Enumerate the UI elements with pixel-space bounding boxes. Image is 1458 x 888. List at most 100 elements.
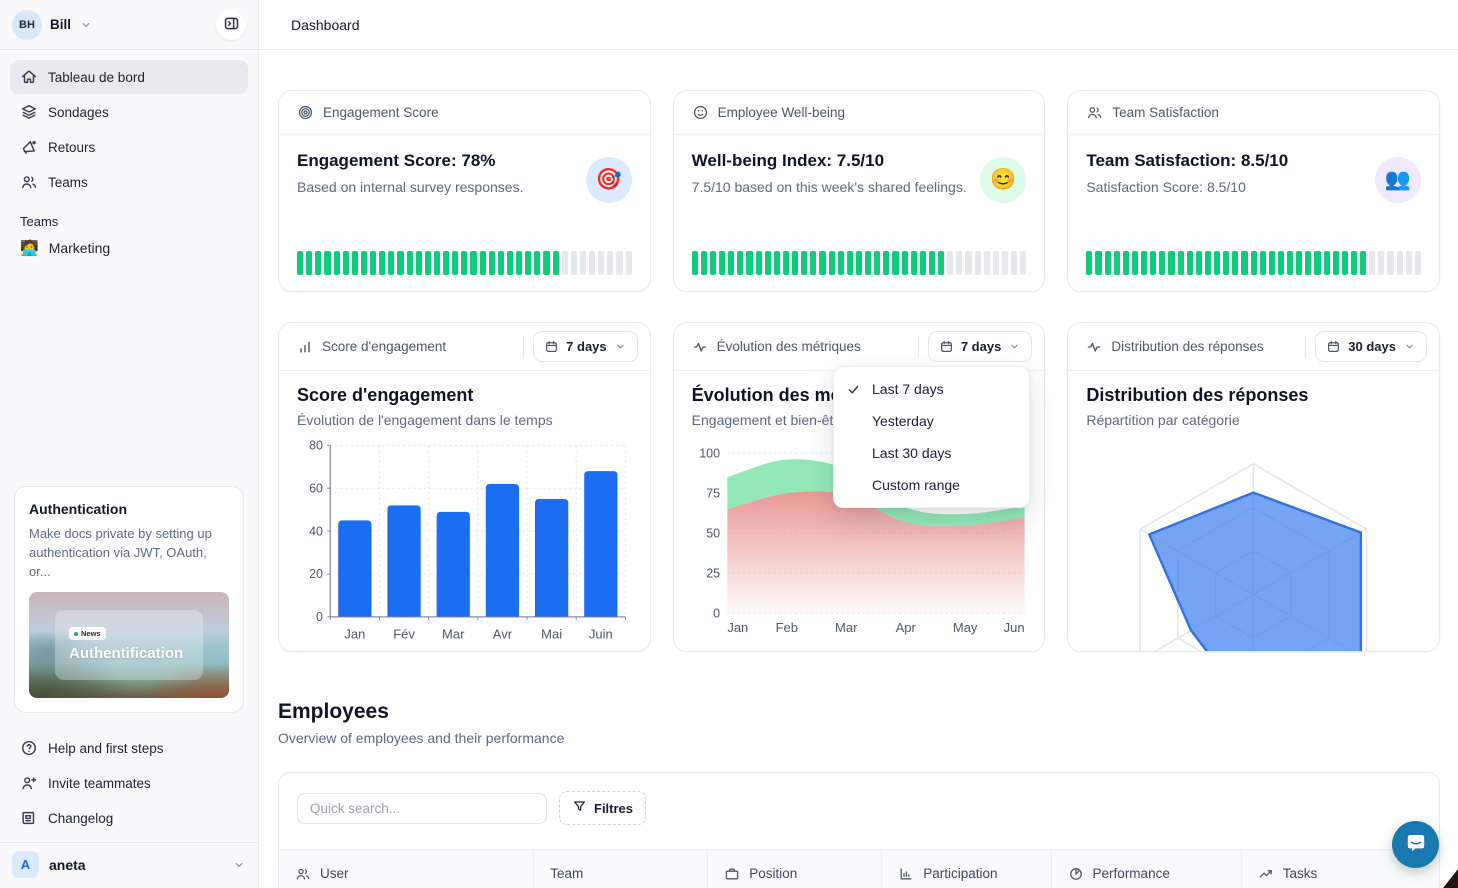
- date-range-button[interactable]: 30 days: [1315, 331, 1427, 362]
- users-icon: [20, 173, 38, 191]
- column-label: Tasks: [1282, 866, 1318, 881]
- sidebar-nav: Tableau de bord Sondages Retours Teams: [0, 50, 258, 200]
- filters-label: Filtres: [594, 800, 634, 816]
- svg-text:20: 20: [309, 567, 323, 581]
- menu-item-label: Yesterday: [872, 413, 934, 429]
- account-avatar: A: [12, 851, 39, 878]
- search-input[interactable]: [297, 792, 547, 824]
- content: Engagement Score Engagement Score: 78% B…: [259, 50, 1458, 888]
- svg-text:0: 0: [713, 606, 720, 620]
- column-header-team[interactable]: Team: [534, 850, 709, 888]
- card-header-label: Score d'engagement: [322, 339, 447, 354]
- card-team-satisfaction: Team Satisfaction Team Satisfaction: 8.5…: [1067, 90, 1440, 292]
- chat-widget-button[interactable]: [1392, 821, 1439, 868]
- sidebar-item-feedback[interactable]: Retours: [10, 130, 248, 164]
- users-icon: [295, 866, 311, 882]
- svg-text:0: 0: [316, 610, 323, 624]
- sidebar-item-invite[interactable]: Invite teammates: [10, 766, 248, 800]
- sidebar-item-changelog[interactable]: Changelog: [10, 801, 248, 835]
- employees-toolbar: Filtres: [279, 773, 1439, 849]
- workspace-switcher[interactable]: BH Bill: [0, 0, 258, 50]
- card-body: Team Satisfaction: 8.5/10 Satisfaction S…: [1068, 135, 1439, 251]
- chevron-down-icon: [1403, 340, 1416, 353]
- sidebar-item-teams[interactable]: Teams: [10, 165, 248, 199]
- card-header: Évolution des métriques 7 days: [673, 323, 1045, 371]
- svg-text:Mar: Mar: [835, 620, 858, 635]
- card-header-label: Employee Well-being: [717, 105, 845, 120]
- progress-bar: [691, 251, 1027, 275]
- metric-value: Well-being Index: 7.5/10: [691, 151, 885, 170]
- sidebar-team-marketing[interactable]: 🧑‍💻 Marketing: [0, 231, 258, 265]
- employees-card: Filtres User Team: [278, 772, 1440, 888]
- workspace-name: Bill: [50, 17, 72, 32]
- chevron-down-icon: [1008, 340, 1021, 353]
- card-body: Distribution des réponses Répartition pa…: [1068, 371, 1439, 651]
- menu-item-last-30-days[interactable]: Last 30 days: [834, 437, 1029, 469]
- bar-chart-icon: [297, 339, 313, 355]
- news-badge-label: News: [81, 629, 101, 639]
- column-label: Team: [550, 866, 584, 881]
- account-switcher[interactable]: A aneta: [0, 842, 258, 888]
- calendar-icon: [544, 339, 559, 354]
- smile-emoji-badge: 😊: [980, 157, 1027, 203]
- svg-text:Feb: Feb: [775, 620, 797, 635]
- date-range-label: 7 days: [960, 339, 1002, 354]
- radar-chart: [1086, 432, 1421, 651]
- sidebar-item-label: Help and first steps: [48, 740, 164, 756]
- sidebar-collapse-button[interactable]: [216, 9, 246, 40]
- news-badge: News: [69, 627, 106, 641]
- news-card-authentication[interactable]: Authentication Make docs private by sett…: [14, 486, 244, 713]
- column-header-tasks[interactable]: Tasks: [1242, 850, 1439, 888]
- menu-item-yesterday[interactable]: Yesterday: [834, 405, 1029, 437]
- svg-text:60: 60: [309, 481, 323, 495]
- sidebar-item-label: Invite teammates: [48, 775, 151, 791]
- news-badge-dot: [74, 631, 78, 636]
- chevron-down-icon: [232, 858, 246, 872]
- date-range-button-open[interactable]: 7 days: [927, 331, 1033, 362]
- card-header: Score d'engagement 7 days: [279, 323, 650, 371]
- sidebar-item-label: Teams: [48, 174, 88, 190]
- svg-text:Mar: Mar: [442, 627, 465, 642]
- menu-item-label: Custom range: [872, 477, 960, 493]
- menu-item-custom-range[interactable]: Custom range: [834, 469, 1029, 501]
- news-card-title: Authentication: [29, 501, 127, 518]
- emoji: 🎯: [595, 168, 622, 191]
- home-icon: [20, 68, 38, 86]
- filters-button[interactable]: Filtres: [559, 791, 647, 825]
- chevron-down-icon: [614, 340, 627, 353]
- layers-icon: [20, 103, 38, 121]
- chat-bubble-icon: [1404, 831, 1428, 858]
- news-card-image: News Authentification: [29, 592, 229, 698]
- column-header-participation[interactable]: Participation: [882, 850, 1052, 888]
- date-range-button[interactable]: 7 days: [533, 331, 638, 362]
- sidebar-item-surveys[interactable]: Sondages: [10, 95, 248, 129]
- card-header-label: Team Satisfaction: [1112, 105, 1219, 120]
- employees-table-header: User Team Position: [279, 849, 1439, 888]
- bar-chart-icon: [898, 866, 914, 882]
- column-label: Participation: [923, 866, 998, 881]
- card-header-label: Distribution des réponses: [1111, 339, 1264, 354]
- page-title: Dashboard: [291, 16, 360, 33]
- sidebar-item-dashboard[interactable]: Tableau de bord: [10, 60, 248, 94]
- funnel-icon: [572, 799, 587, 817]
- metric-value: Engagement Score: 78%: [297, 151, 496, 170]
- card-body: Engagement Score: 78% Based on internal …: [279, 135, 650, 251]
- sidebar-item-label: Retours: [48, 139, 96, 155]
- column-header-performance[interactable]: Performance: [1052, 850, 1242, 888]
- menu-item-last-7-days[interactable]: Last 7 days: [834, 373, 1029, 405]
- progress-bar: [297, 251, 632, 275]
- column-header-user[interactable]: User: [279, 850, 535, 888]
- check-icon: [846, 382, 864, 397]
- news-card-image-overlay: News Authentification: [55, 610, 203, 680]
- svg-text:May: May: [953, 620, 978, 635]
- column-header-position[interactable]: Position: [708, 850, 883, 888]
- chevron-down-icon: [79, 18, 93, 32]
- sidebar-item-label: Changelog: [48, 810, 114, 826]
- svg-text:40: 40: [309, 524, 323, 538]
- smiley-icon: [692, 104, 709, 121]
- chart-subtitle: Engagement et bien-être: [691, 412, 846, 428]
- pie-chart-icon: [1068, 866, 1084, 882]
- sidebar-item-help[interactable]: Help and first steps: [10, 731, 248, 765]
- svg-text:50: 50: [706, 526, 720, 540]
- emoji: 👥: [1384, 168, 1412, 191]
